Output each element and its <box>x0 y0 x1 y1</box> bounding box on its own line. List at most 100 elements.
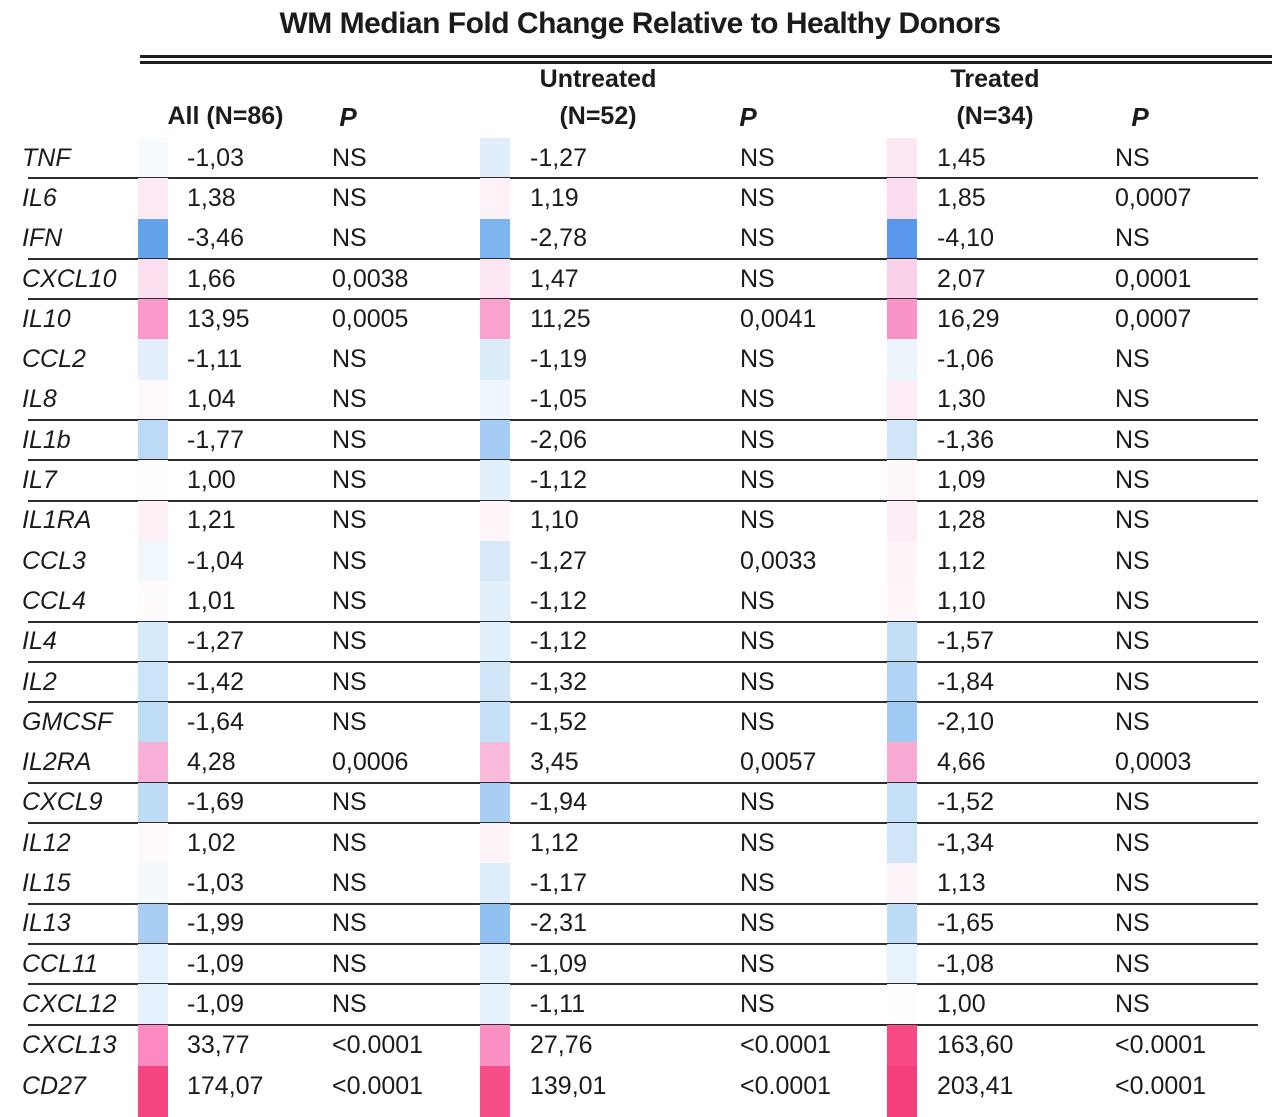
fold-value-all: -1,03 <box>187 143 244 172</box>
p-value-all: NS <box>332 586 367 615</box>
fold-value-untreated: -1,27 <box>530 546 587 575</box>
table-row: CXCL9 -1,69 NS -1,94 NS -1,52 NS <box>0 782 1280 825</box>
table-row: CXCL12 -1,09 NS -1,11 NS 1,00 NS <box>0 984 1280 1026</box>
row-divider-rule <box>28 701 1258 704</box>
p-value-untreated: 0,0057 <box>740 748 817 777</box>
heat-swatch-all <box>138 943 168 985</box>
heat-swatch-untreated <box>480 460 510 501</box>
table-row: IL10 13,95 0,0005 11,25 0,0041 16,29 0,0007 <box>0 299 1280 340</box>
heat-swatch-untreated <box>480 903 510 944</box>
heat-swatch-treated <box>887 218 917 259</box>
row-divider-rule <box>28 257 1258 260</box>
fold-value-untreated: -1,32 <box>530 667 587 696</box>
p-value-untreated: NS <box>740 667 775 696</box>
heat-swatch-all <box>138 460 168 501</box>
heat-swatch-untreated <box>480 540 510 582</box>
p-value-all: NS <box>332 788 367 817</box>
p-value-all: NS <box>332 667 367 696</box>
fold-value-untreated: 1,47 <box>530 264 579 293</box>
column-header-treated-n: (N=34) <box>956 102 1034 130</box>
fold-value-untreated: -1,27 <box>530 143 587 172</box>
gene-label: IFN <box>22 224 63 253</box>
table-row: TNF -1,03 NS -1,27 NS 1,45 NS <box>0 138 1280 180</box>
table-row: CXCL13 33,77 <0.0001 27,76 <0.0001 163,60 <0.0… <box>0 1024 1280 1066</box>
table-row: IL15 -1,03 NS -1,17 NS 1,13 NS <box>0 863 1280 905</box>
fold-value-treated: 203,41 <box>937 1071 1014 1100</box>
p-value-untreated: NS <box>740 868 775 897</box>
p-value-all: NS <box>332 707 367 736</box>
heat-swatch-treated <box>887 460 917 501</box>
p-value-untreated: NS <box>740 788 775 817</box>
fold-value-untreated: 11,25 <box>530 304 591 333</box>
p-value-untreated: NS <box>740 143 775 172</box>
heat-swatch-all <box>138 1065 168 1117</box>
p-value-all: NS <box>332 546 367 575</box>
p-value-untreated: 0,0041 <box>740 304 817 333</box>
heat-swatch-all <box>138 299 168 340</box>
p-value-untreated: NS <box>740 989 775 1018</box>
heat-swatch-untreated <box>480 339 510 380</box>
p-value-all: NS <box>332 425 367 454</box>
table-row: IL6 1,38 NS 1,19 NS 1,85 0,0007 <box>0 178 1280 219</box>
fold-value-all: -1,03 <box>187 868 244 897</box>
heat-swatch-treated <box>887 903 917 944</box>
table-row: CCL2 -1,11 NS -1,19 NS -1,06 NS <box>0 339 1280 380</box>
fold-value-treated: -1,36 <box>937 425 994 454</box>
heat-swatch-treated <box>887 863 917 904</box>
row-divider-rule <box>28 1023 1258 1026</box>
table-row: IL2 -1,42 NS -1,32 NS -1,84 NS <box>0 661 1280 704</box>
fold-value-all: -1,77 <box>187 425 244 454</box>
p-value-untreated: NS <box>740 425 775 454</box>
fold-value-all: -1,27 <box>187 627 244 656</box>
gene-label: CCL4 <box>22 586 86 615</box>
p-value-all: NS <box>332 143 367 172</box>
fold-value-untreated: -1,05 <box>530 385 587 414</box>
fold-value-untreated: 1,19 <box>530 183 579 212</box>
gene-label: CCL3 <box>22 546 86 575</box>
fold-value-untreated: -1,52 <box>530 707 587 736</box>
gene-label: IL2 <box>22 667 57 696</box>
heat-swatch-treated <box>887 782 917 824</box>
heat-swatch-all <box>138 138 168 179</box>
row-divider-rule <box>28 822 1258 825</box>
fold-value-treated: 1,00 <box>937 989 986 1018</box>
heat-swatch-all <box>138 258 168 300</box>
table-row: IL13 -1,99 NS -2,31 NS -1,65 NS <box>0 903 1280 945</box>
p-value-all: NS <box>332 385 367 414</box>
table-row: CD27 174,07 <0.0001 139,01 <0.0001 203,41 <0.0… <box>0 1065 1280 1117</box>
column-header-all: All (N=86) <box>167 102 284 130</box>
heat-swatch-treated <box>887 540 917 582</box>
fold-value-all: 1,21 <box>187 506 236 535</box>
p-value-treated: NS <box>1115 385 1150 414</box>
heat-swatch-untreated <box>480 943 510 985</box>
p-value-all: NS <box>332 506 367 535</box>
heat-swatch-untreated <box>480 258 510 300</box>
heat-swatch-treated <box>887 984 917 1025</box>
row-divider-rule <box>28 660 1258 663</box>
p-value-treated: NS <box>1115 345 1150 374</box>
gene-label: IL8 <box>22 385 57 414</box>
fold-value-untreated: 1,10 <box>530 506 579 535</box>
p-value-treated: NS <box>1115 707 1150 736</box>
fold-value-treated: -1,08 <box>937 949 994 978</box>
fold-value-all: 1,01 <box>187 586 236 615</box>
row-divider-rule <box>28 499 1258 502</box>
p-value-all: <0.0001 <box>332 1071 424 1100</box>
gene-label: IL6 <box>22 183 57 212</box>
heat-swatch-treated <box>887 178 917 219</box>
heat-swatch-all <box>138 782 168 824</box>
table-row: IL1RA 1,21 NS 1,10 NS 1,28 NS <box>0 500 1280 541</box>
gene-label: IL12 <box>22 828 71 857</box>
heat-swatch-untreated <box>480 661 510 703</box>
heat-swatch-all <box>138 581 168 622</box>
fold-value-treated: -1,84 <box>937 667 994 696</box>
table-row: CCL3 -1,04 NS -1,27 0,0033 1,12 NS <box>0 540 1280 582</box>
p-value-treated: NS <box>1115 989 1150 1018</box>
heat-swatch-treated <box>887 379 917 421</box>
gene-label: IL1b <box>22 425 71 454</box>
fold-value-all: -1,42 <box>187 667 244 696</box>
p-value-all: NS <box>332 989 367 1018</box>
p-value-treated: 0,0001 <box>1115 264 1192 293</box>
p-value-all: NS <box>332 828 367 857</box>
fold-value-all: -1,69 <box>187 788 244 817</box>
